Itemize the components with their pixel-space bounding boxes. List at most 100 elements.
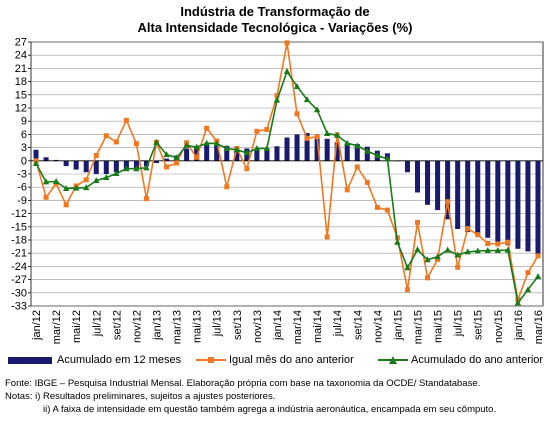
- point-igual-mes: [495, 241, 501, 247]
- x-tick-label: mar/13: [172, 310, 184, 344]
- legend-swatch-bar: [8, 356, 52, 364]
- point-igual-mes: [324, 234, 330, 240]
- point-acumulado-ano: [243, 149, 251, 156]
- x-tick-label: nov/12: [131, 310, 143, 343]
- point-acumulado-ano: [374, 152, 381, 159]
- point-acumulado-ano: [504, 246, 512, 253]
- bar: [475, 160, 481, 235]
- y-tick-label: -18: [11, 235, 27, 247]
- bar: [43, 157, 49, 161]
- bar: [274, 146, 280, 161]
- point-igual-mes: [254, 128, 260, 134]
- y-tick-label: -24: [11, 261, 27, 273]
- bar: [485, 160, 491, 238]
- point-acumulado-ano: [484, 247, 491, 254]
- point-igual-mes: [123, 117, 129, 123]
- legend-label-acumulado-ano: Acumulado do ano anterior: [411, 354, 544, 366]
- point-igual-mes: [525, 270, 531, 276]
- point-acumulado-ano: [143, 164, 150, 171]
- point-acumulado-ano: [263, 144, 271, 151]
- point-igual-mes: [113, 139, 119, 145]
- bar: [264, 148, 270, 161]
- point-igual-mes: [314, 134, 320, 140]
- point-igual-mes: [455, 264, 461, 270]
- x-tick-label: nov/14: [372, 310, 384, 343]
- point-igual-mes: [164, 164, 170, 170]
- point-igual-mes: [415, 219, 421, 225]
- point-igual-mes: [344, 187, 350, 193]
- point-acumulado-ano: [354, 142, 361, 149]
- bar: [364, 146, 370, 161]
- bar: [465, 160, 471, 233]
- chart-title-line-1: Indústria de Transformação de: [180, 4, 370, 19]
- point-acumulado-ano: [133, 165, 140, 172]
- bar: [284, 137, 290, 161]
- legend-swatch-orange-line: [196, 357, 226, 364]
- point-acumulado-ano: [253, 144, 261, 151]
- point-acumulado-ano: [333, 131, 341, 138]
- x-tick-label: jan/14: [272, 310, 284, 341]
- point-acumulado-ano: [52, 177, 60, 184]
- y-tick-label: -3: [17, 169, 27, 181]
- bar: [153, 160, 159, 163]
- point-acumulado-ano: [283, 67, 291, 74]
- x-tick-label: mar/16: [533, 310, 545, 344]
- point-igual-mes: [204, 125, 210, 131]
- bar: [164, 158, 170, 161]
- footnotes: Fonte: IBGE – Pesquisa Industrial Mensal…: [5, 377, 545, 416]
- point-igual-mes: [103, 133, 109, 139]
- point-igual-mes: [535, 253, 541, 259]
- chart-legend: Acumulado em 12 meses Igual mês do ano a…: [8, 354, 548, 370]
- point-acumulado-ano: [474, 247, 481, 254]
- point-igual-mes: [143, 196, 149, 202]
- bar: [254, 148, 260, 161]
- point-acumulado-ano: [464, 248, 471, 255]
- point-igual-mes: [83, 177, 89, 183]
- point-acumulado-ano: [83, 184, 90, 191]
- source-note: Fonte: IBGE – Pesquisa Industrial Mensal…: [5, 378, 481, 389]
- bar: [103, 160, 109, 174]
- point-acumulado-ano: [203, 139, 210, 146]
- y-tick-label: -15: [11, 221, 27, 233]
- y-tick-label: -27: [11, 274, 27, 286]
- bar: [204, 145, 210, 161]
- point-igual-mes: [264, 127, 270, 133]
- point-acumulado-ano: [32, 159, 40, 166]
- point-acumulado-ano: [454, 251, 461, 258]
- notes-line-1: Notas: i) Resultados preliminares, sujei…: [5, 391, 276, 402]
- point-acumulado-ano: [273, 96, 281, 103]
- x-tick-label: jan/16: [513, 310, 525, 341]
- legend-swatch-green-line: [378, 356, 408, 365]
- y-tick-label: 0: [21, 155, 27, 167]
- bar: [425, 160, 431, 205]
- point-igual-mes: [284, 40, 290, 46]
- x-tick-label: jul/15: [453, 310, 465, 337]
- x-tick-label: mar/15: [413, 310, 425, 344]
- point-igual-mes: [404, 287, 410, 293]
- point-acumulado-ano: [364, 147, 371, 154]
- bar: [73, 160, 79, 170]
- bar: [53, 159, 59, 161]
- point-acumulado-ano: [173, 154, 180, 161]
- x-tick-label: mai/15: [433, 310, 445, 343]
- point-acumulado-ano: [344, 139, 351, 146]
- bar: [445, 160, 451, 220]
- point-igual-mes: [63, 202, 69, 208]
- point-igual-mes: [445, 199, 451, 205]
- x-tick-label: mar/14: [292, 310, 304, 344]
- bar: [214, 144, 220, 161]
- point-acumulado-ano: [123, 165, 130, 172]
- bar: [184, 148, 190, 161]
- bar: [334, 142, 340, 161]
- x-tick-label: set/14: [352, 310, 364, 340]
- point-igual-mes: [294, 111, 300, 117]
- chart-title: Indústria de Transformação de Alta Inten…: [0, 4, 550, 36]
- bar: [133, 160, 139, 169]
- point-igual-mes: [43, 194, 49, 200]
- y-tick-label: 27: [15, 37, 27, 49]
- bar: [83, 160, 89, 173]
- bar: [304, 133, 310, 161]
- point-igual-mes: [505, 239, 511, 245]
- y-tick-label: -12: [11, 208, 27, 220]
